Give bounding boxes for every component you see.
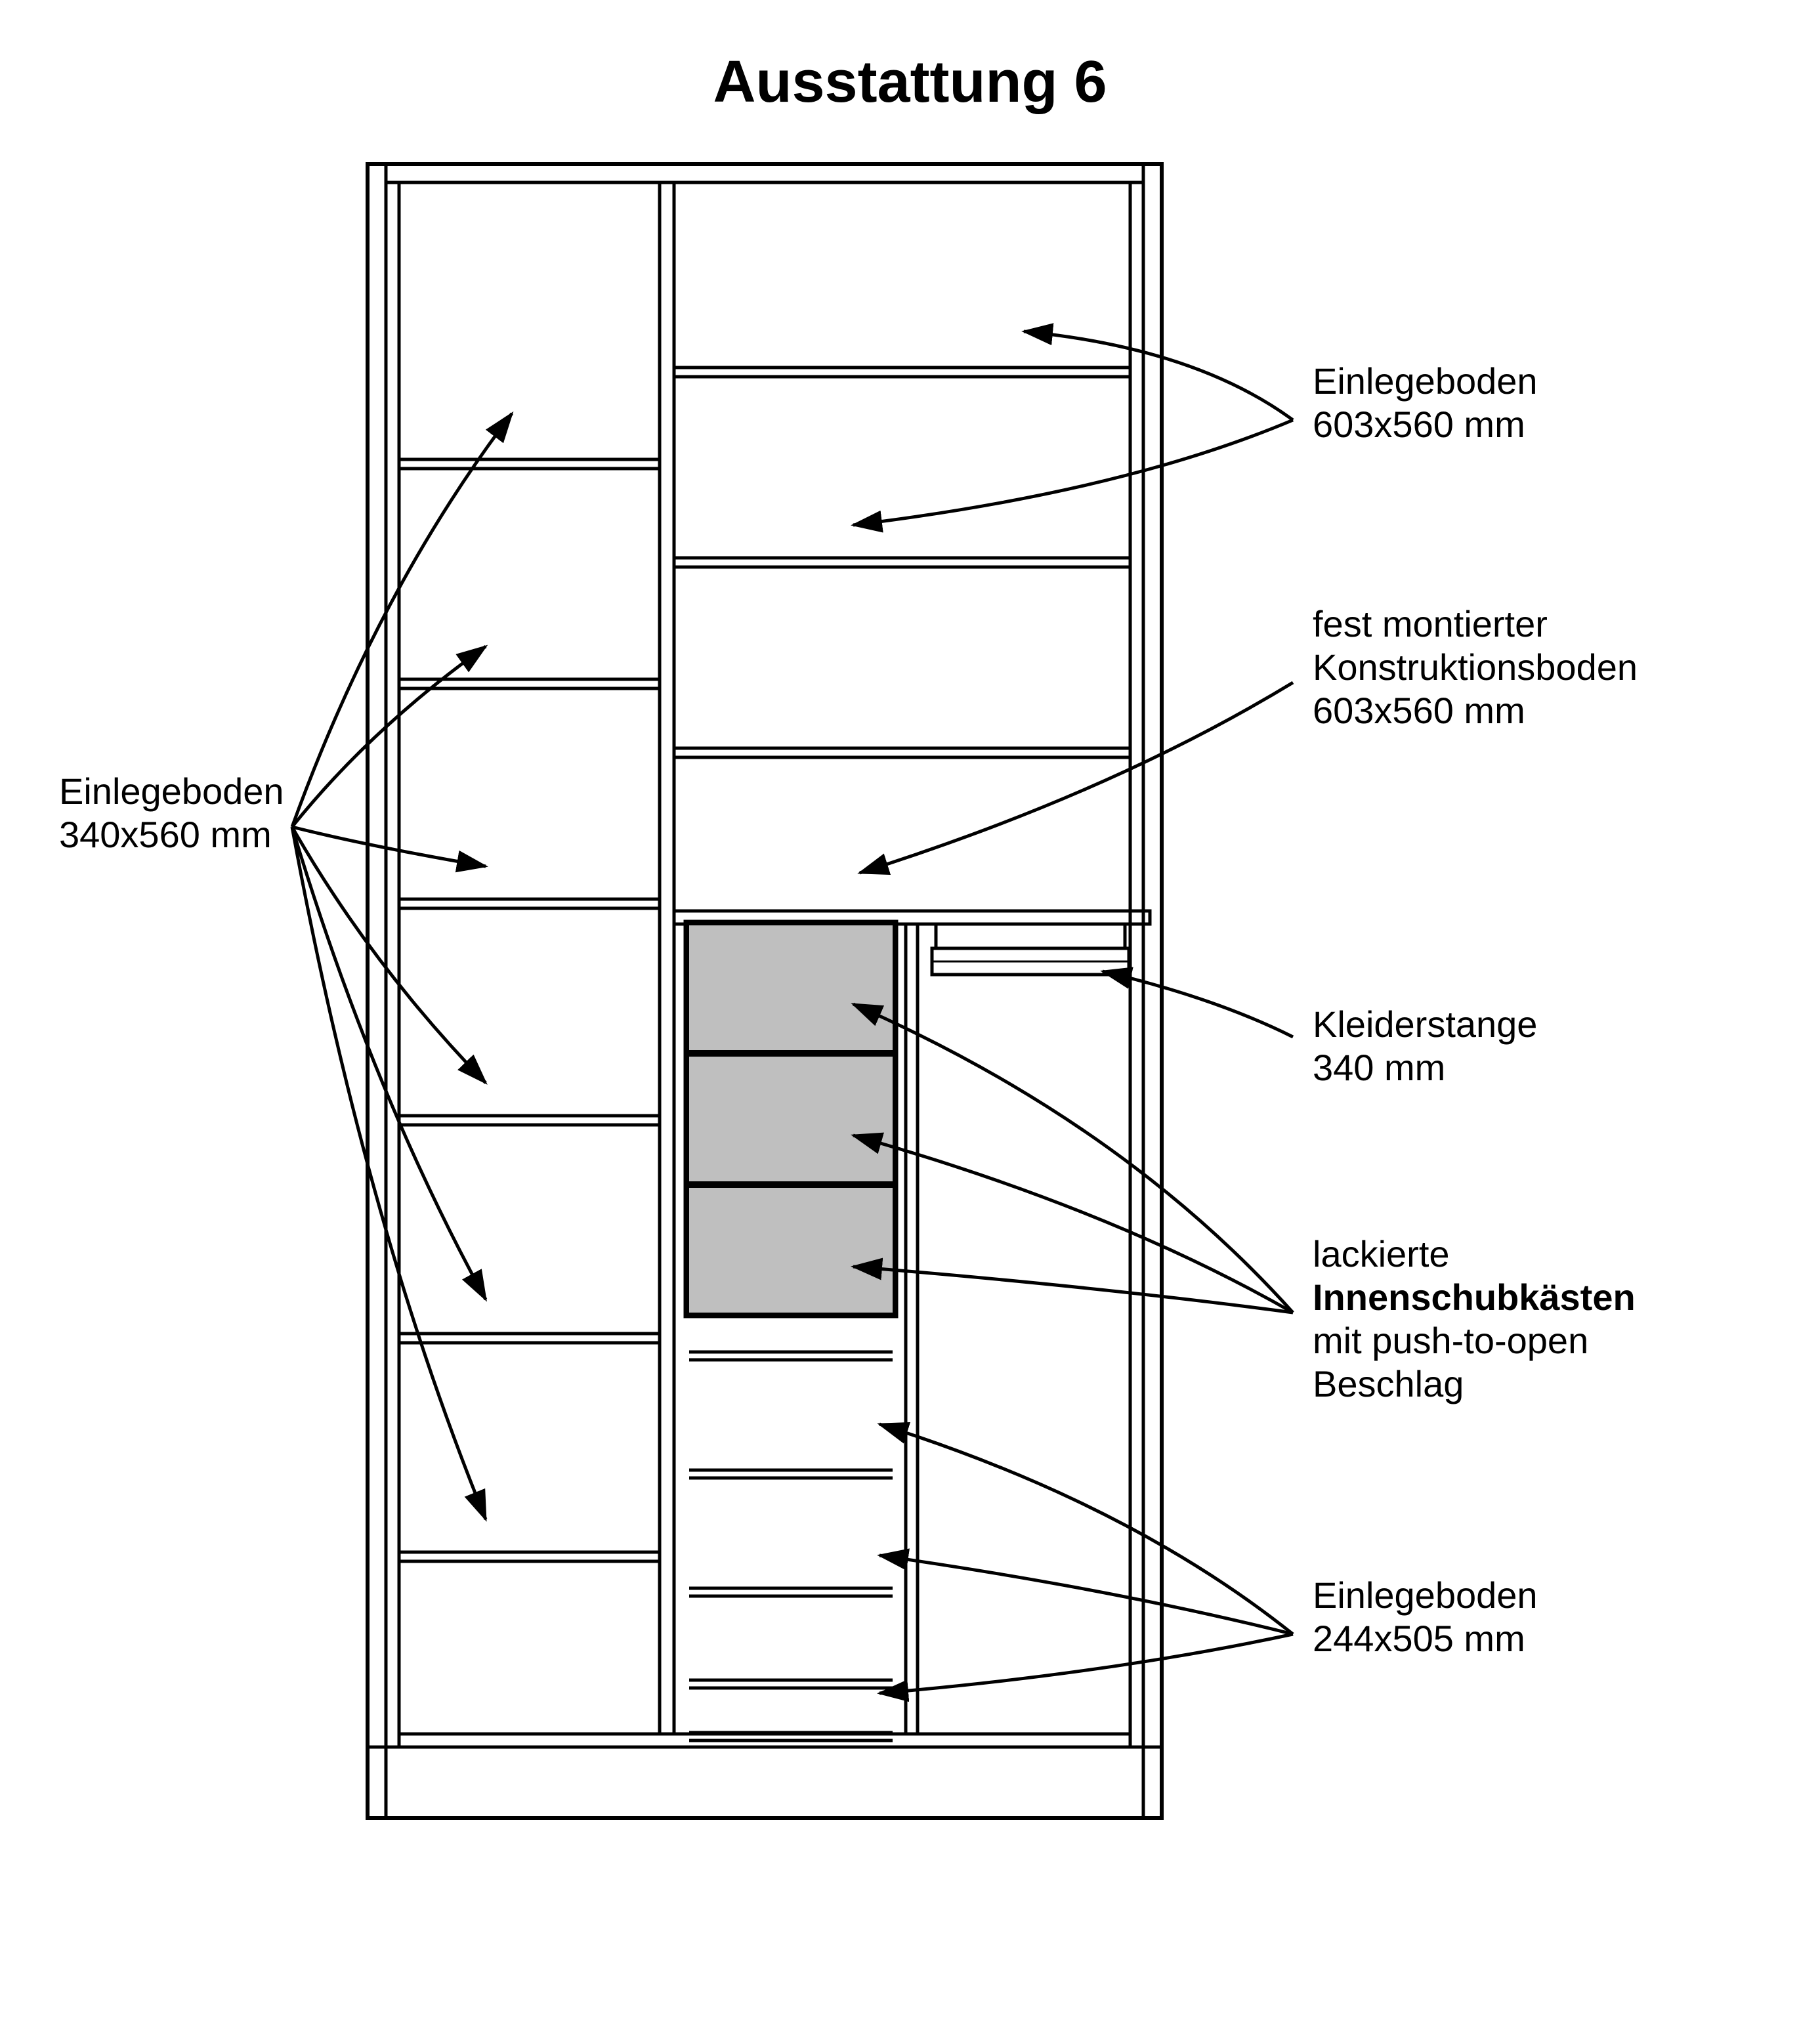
- callout-arrow: [292, 413, 512, 827]
- label-text: mit push-to-open: [1313, 1320, 1588, 1361]
- label-text: 603x560 mm: [1313, 690, 1525, 731]
- label-text: Beschlag: [1313, 1363, 1464, 1404]
- callout-arrow: [292, 827, 486, 1083]
- label-text: 340 mm: [1313, 1047, 1445, 1088]
- label-text: Einlegeboden: [59, 770, 284, 812]
- callout-arrow: [292, 827, 486, 1519]
- callout-arrow: [853, 420, 1293, 525]
- label-text: fest montierter: [1313, 603, 1548, 644]
- label-left_shelf: Einlegeboden340x560 mm: [59, 413, 512, 1519]
- label-text: 244x505 mm: [1313, 1618, 1525, 1659]
- diagram-title: Ausstattung 6: [713, 49, 1107, 115]
- label-lower_small_shelf: Einlegeboden244x505 mm: [879, 1424, 1538, 1693]
- callout-arrow: [292, 827, 486, 866]
- label-drawers: lackierteInnenschubkästenmit push-to-ope…: [853, 1004, 1636, 1404]
- label-text: Einlegeboden: [1313, 1574, 1538, 1616]
- label-text: 340x560 mm: [59, 814, 272, 855]
- label-right_top_shelf: Einlegeboden603x560 mm: [853, 331, 1538, 525]
- label-text: Konstruktionsboden: [1313, 646, 1638, 688]
- label-text: Kleiderstange: [1313, 1003, 1537, 1045]
- label-text: lackierte: [1313, 1233, 1450, 1275]
- label-text: Einlegeboden: [1313, 360, 1538, 402]
- label-hanger_rail: Kleiderstange340 mm: [1103, 971, 1537, 1088]
- callout-arrow: [879, 1424, 1293, 1634]
- label-construction_shelf: fest montierterKonstruktionsboden603x560…: [860, 603, 1638, 873]
- label-text: 603x560 mm: [1313, 404, 1525, 445]
- callout-arrow: [860, 683, 1293, 873]
- callout-arrow: [879, 1555, 1293, 1634]
- callout-arrow: [879, 1634, 1293, 1693]
- callout-arrow: [292, 646, 486, 827]
- wardrobe-diagram: [368, 164, 1162, 1818]
- label-text: Innenschubkästen: [1313, 1276, 1636, 1318]
